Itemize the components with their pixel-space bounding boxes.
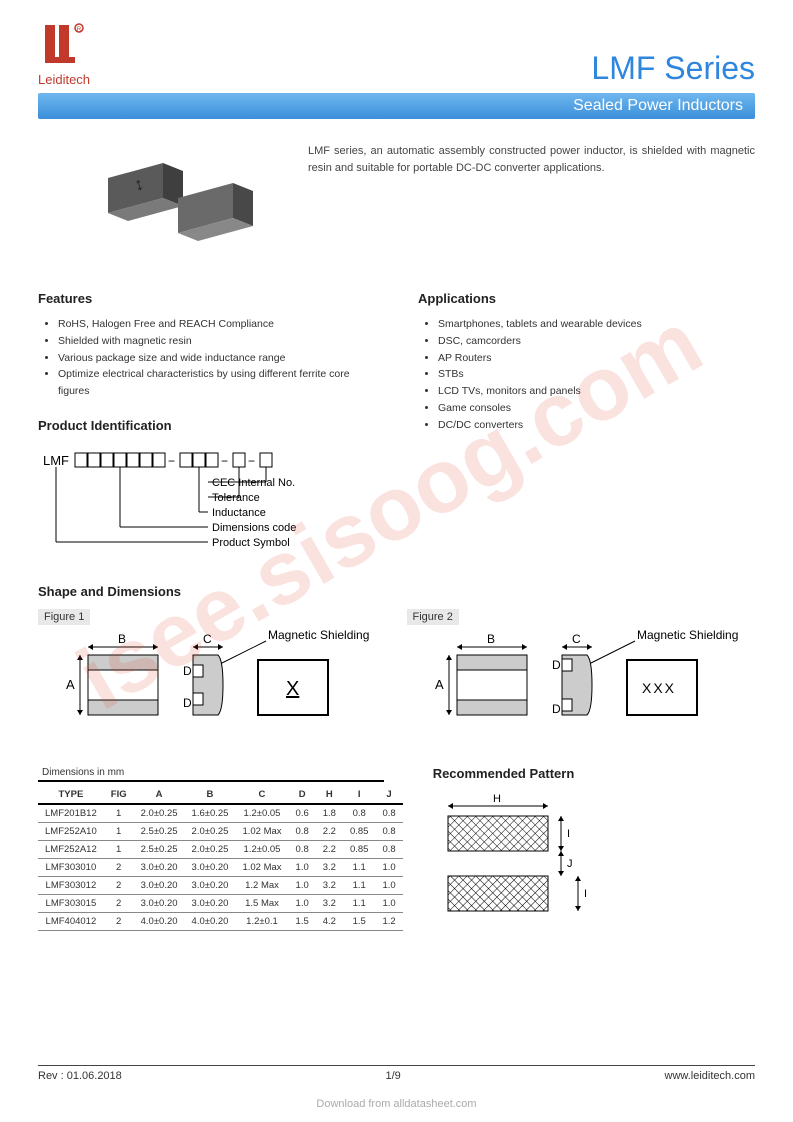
footer: Rev : 01.06.2018 1/9 www.leiditech.com xyxy=(38,1065,755,1082)
table-header: D xyxy=(289,786,316,804)
features-col: Features RoHS, Halogen Free and REACH Co… xyxy=(38,291,378,570)
figure2-block: Figure 2 Magnetic Shielding B A D D C XX… xyxy=(407,609,756,748)
table-header: C xyxy=(235,786,288,804)
table-row: LMF30301223.0±0.203.0±0.201.2 Max1.03.21… xyxy=(38,876,403,894)
features-apps-row: Features RoHS, Halogen Free and REACH Co… xyxy=(38,291,755,570)
features-heading: Features xyxy=(38,291,378,306)
svg-text:J: J xyxy=(567,858,573,870)
app-item: STBs xyxy=(438,366,755,383)
logo-block: R Leiditech xyxy=(38,20,90,87)
svg-text:C: C xyxy=(572,632,581,646)
table-header: H xyxy=(316,786,343,804)
svg-text:−: − xyxy=(221,454,228,468)
dimensions-table: TYPEFIGABCDHIJLMF201B1212.0±0.251.6±0.25… xyxy=(38,786,403,931)
svg-text:Magnetic Shielding: Magnetic Shielding xyxy=(268,628,369,642)
product-photo: ↕ xyxy=(78,143,278,263)
svg-text:Dimensions code: Dimensions code xyxy=(212,522,296,534)
bottom-row: Dimensions in mm TYPEFIGABCDHIJLMF201B12… xyxy=(38,766,755,944)
svg-text:XXX: XXX xyxy=(642,680,676,696)
svg-text:−: − xyxy=(168,454,175,468)
shape-row: Figure 1 Magnetic Shielding B A D D C xyxy=(38,609,755,748)
table-row: LMF30301023.0±0.203.0±0.201.02 Max1.03.2… xyxy=(38,858,403,876)
logo-icon: R xyxy=(39,20,89,70)
dim-caption: Dimensions in mm xyxy=(38,767,384,782)
svg-text:A: A xyxy=(66,677,75,692)
table-row: LMF40401224.0±0.204.0±0.201.2±0.11.54.21… xyxy=(38,912,403,930)
shape-heading: Shape and Dimensions xyxy=(38,584,755,599)
svg-text:CEC Internal No.: CEC Internal No. xyxy=(212,477,295,489)
svg-text:H: H xyxy=(493,793,501,805)
feature-item: Optimize electrical characteristics by u… xyxy=(58,366,378,400)
table-row: LMF201B1212.0±0.251.6±0.251.2±0.050.61.8… xyxy=(38,804,403,823)
series-title: LMF Series xyxy=(591,50,755,87)
apps-list: Smartphones, tablets and wearable device… xyxy=(418,316,755,434)
apps-col: Applications Smartphones, tablets and we… xyxy=(418,291,755,570)
svg-text:B: B xyxy=(118,632,126,646)
table-header: I xyxy=(343,786,376,804)
figure2-label: Figure 2 xyxy=(407,609,459,625)
table-row: LMF252A1212.5±0.252.0±0.251.2±0.050.82.2… xyxy=(38,840,403,858)
svg-text:I: I xyxy=(567,828,570,840)
svg-text:D: D xyxy=(183,696,192,710)
svg-text:C: C xyxy=(203,632,212,646)
svg-text:I: I xyxy=(584,888,587,900)
prod-id-heading: Product Identification xyxy=(38,418,378,433)
app-item: LCD TVs, monitors and panels xyxy=(438,383,755,400)
footer-url: www.leiditech.com xyxy=(665,1070,755,1082)
table-header: B xyxy=(185,786,236,804)
svg-text:Tolerance: Tolerance xyxy=(212,492,260,504)
svg-text:D: D xyxy=(183,664,192,678)
rec-pattern-heading: Recommended Pattern xyxy=(433,766,603,781)
table-row: LMF252A1012.5±0.252.0±0.251.02 Max0.82.2… xyxy=(38,822,403,840)
svg-text:A: A xyxy=(435,677,444,692)
figure2-diagram: Magnetic Shielding B A D D C XXX xyxy=(407,625,747,745)
svg-text:Magnetic Shielding: Magnetic Shielding xyxy=(637,628,738,642)
app-item: Smartphones, tablets and wearable device… xyxy=(438,316,755,333)
feature-item: Shielded with magnetic resin xyxy=(58,333,378,350)
feature-item: Various package size and wide inductance… xyxy=(58,350,378,367)
svg-text:D: D xyxy=(552,702,561,716)
app-item: DSC, camcorders xyxy=(438,333,755,350)
table-header: A xyxy=(134,786,185,804)
app-item: AP Routers xyxy=(438,350,755,367)
svg-text:R: R xyxy=(77,27,82,33)
svg-text:B: B xyxy=(487,632,495,646)
footer-rev: Rev : 01.06.2018 xyxy=(38,1070,122,1082)
subtitle-bar: Sealed Power Inductors xyxy=(38,93,755,119)
table-header: TYPE xyxy=(38,786,104,804)
app-item: Game consoles xyxy=(438,400,755,417)
hero-row: ↕ LMF series, an automatic assembly cons… xyxy=(38,143,755,263)
intro-text: LMF series, an automatic assembly constr… xyxy=(308,143,755,176)
table-header: J xyxy=(375,786,402,804)
svg-text:Product Symbol: Product Symbol xyxy=(212,537,290,549)
rec-pattern-block: Recommended Pattern H I xyxy=(433,766,603,944)
features-list: RoHS, Halogen Free and REACH ComplianceS… xyxy=(38,316,378,400)
footer-page: 1/9 xyxy=(386,1070,401,1082)
download-note: Download from alldatasheet.com xyxy=(0,1098,793,1110)
app-item: DC/DC converters xyxy=(438,417,755,434)
svg-text:LMF: LMF xyxy=(43,453,69,468)
header: R Leiditech LMF Series xyxy=(38,20,755,87)
svg-text:Inductance: Inductance xyxy=(212,507,266,519)
figure1-label: Figure 1 xyxy=(38,609,90,625)
rec-pattern-diagram: H I J I xyxy=(433,791,603,941)
svg-text:X: X xyxy=(286,678,299,700)
figure1-block: Figure 1 Magnetic Shielding B A D D C xyxy=(38,609,387,748)
table-header: FIG xyxy=(104,786,134,804)
apps-heading: Applications xyxy=(418,291,755,306)
svg-text:D: D xyxy=(552,658,561,672)
table-row: LMF30301523.0±0.203.0±0.201.5 Max1.03.21… xyxy=(38,894,403,912)
brand-name: Leiditech xyxy=(38,72,90,87)
feature-item: RoHS, Halogen Free and REACH Compliance xyxy=(58,316,378,333)
product-id-diagram: LMF − − − CEC Internal No. Tolerance Inductanc… xyxy=(38,447,378,567)
figure1-diagram: Magnetic Shielding B A D D C X xyxy=(38,625,378,745)
dim-table-block: Dimensions in mm TYPEFIGABCDHIJLMF201B12… xyxy=(38,766,403,944)
svg-text:−: − xyxy=(248,454,255,468)
